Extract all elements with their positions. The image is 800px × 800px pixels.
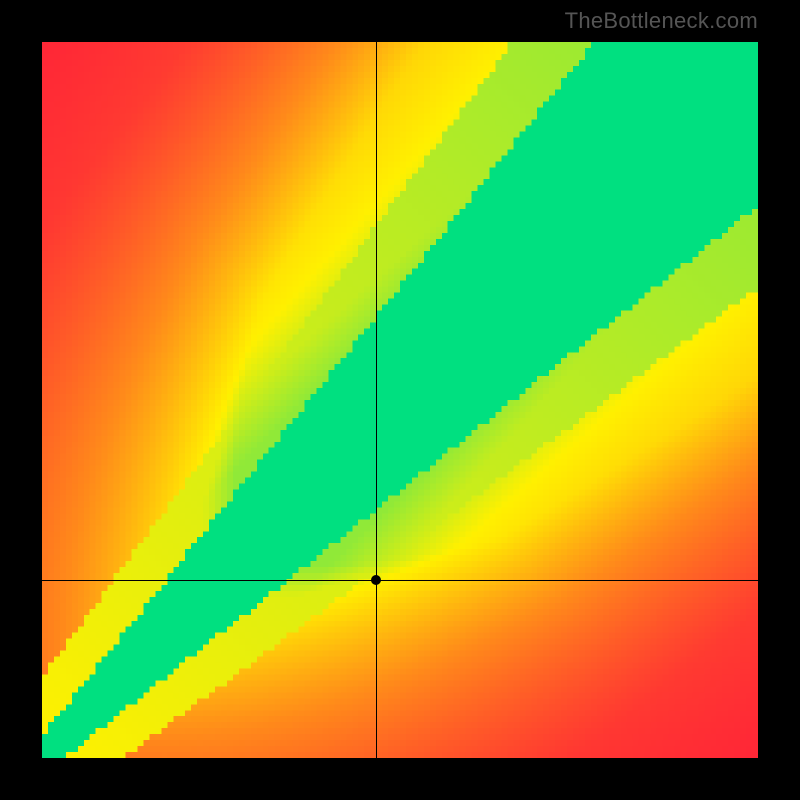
heatmap-canvas (42, 42, 758, 758)
root-container: { "watermark": { "text": "TheBottleneck.… (0, 0, 800, 800)
data-point-marker (371, 575, 381, 585)
crosshair-vertical (376, 42, 377, 758)
crosshair-horizontal (42, 580, 758, 581)
heatmap-plot (42, 42, 758, 758)
watermark-text: TheBottleneck.com (565, 8, 758, 34)
